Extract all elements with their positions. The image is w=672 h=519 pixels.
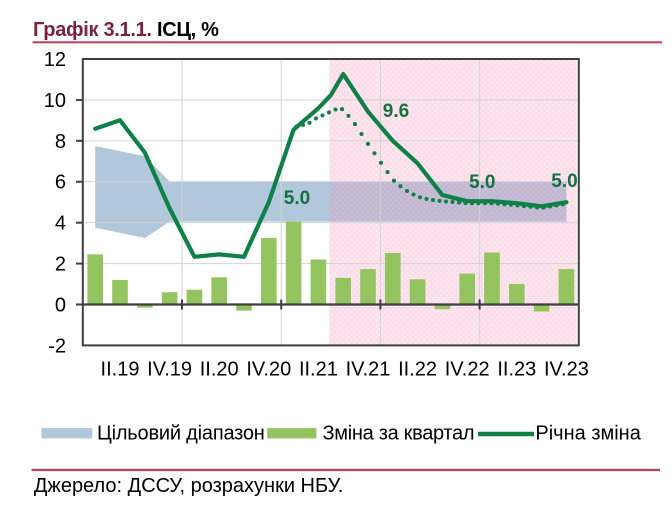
svg-text:Графік 3.1.1. ІСЦ, %: Графік 3.1.1. ІСЦ, %	[33, 19, 219, 41]
svg-text:Цільовий діапазон: Цільовий діапазон	[97, 423, 265, 445]
svg-text:12: 12	[44, 49, 66, 71]
svg-text:5.0: 5.0	[469, 172, 495, 193]
svg-text:Джерело: ДССУ, розрахунки НБУ.: Джерело: ДССУ, розрахунки НБУ.	[34, 475, 343, 497]
svg-text:6: 6	[55, 172, 66, 194]
svg-text:II.21: II.21	[299, 358, 338, 380]
svg-text:II.23: II.23	[497, 358, 536, 380]
svg-text:10: 10	[44, 90, 66, 112]
svg-text:IV.22: IV.22	[445, 358, 490, 380]
svg-text:Зміна за квартал: Зміна за квартал	[323, 423, 475, 445]
svg-text:4: 4	[55, 213, 66, 235]
svg-text:IV.19: IV.19	[147, 358, 192, 380]
svg-text:8: 8	[55, 131, 66, 153]
svg-text:II.19: II.19	[101, 358, 140, 380]
svg-text:5.0: 5.0	[284, 188, 310, 209]
svg-text:Річна зміна: Річна зміна	[535, 423, 641, 445]
svg-text:-2: -2	[48, 335, 66, 357]
svg-text:IV.20: IV.20	[246, 358, 291, 380]
svg-text:2: 2	[55, 253, 66, 275]
svg-text:II.22: II.22	[398, 358, 437, 380]
svg-text:II.20: II.20	[200, 358, 239, 380]
svg-text:IV.21: IV.21	[346, 358, 391, 380]
svg-text:0: 0	[55, 294, 66, 316]
svg-text:5.0: 5.0	[551, 171, 577, 192]
svg-text:9.6: 9.6	[383, 101, 409, 122]
svg-text:IV.23: IV.23	[544, 358, 589, 380]
